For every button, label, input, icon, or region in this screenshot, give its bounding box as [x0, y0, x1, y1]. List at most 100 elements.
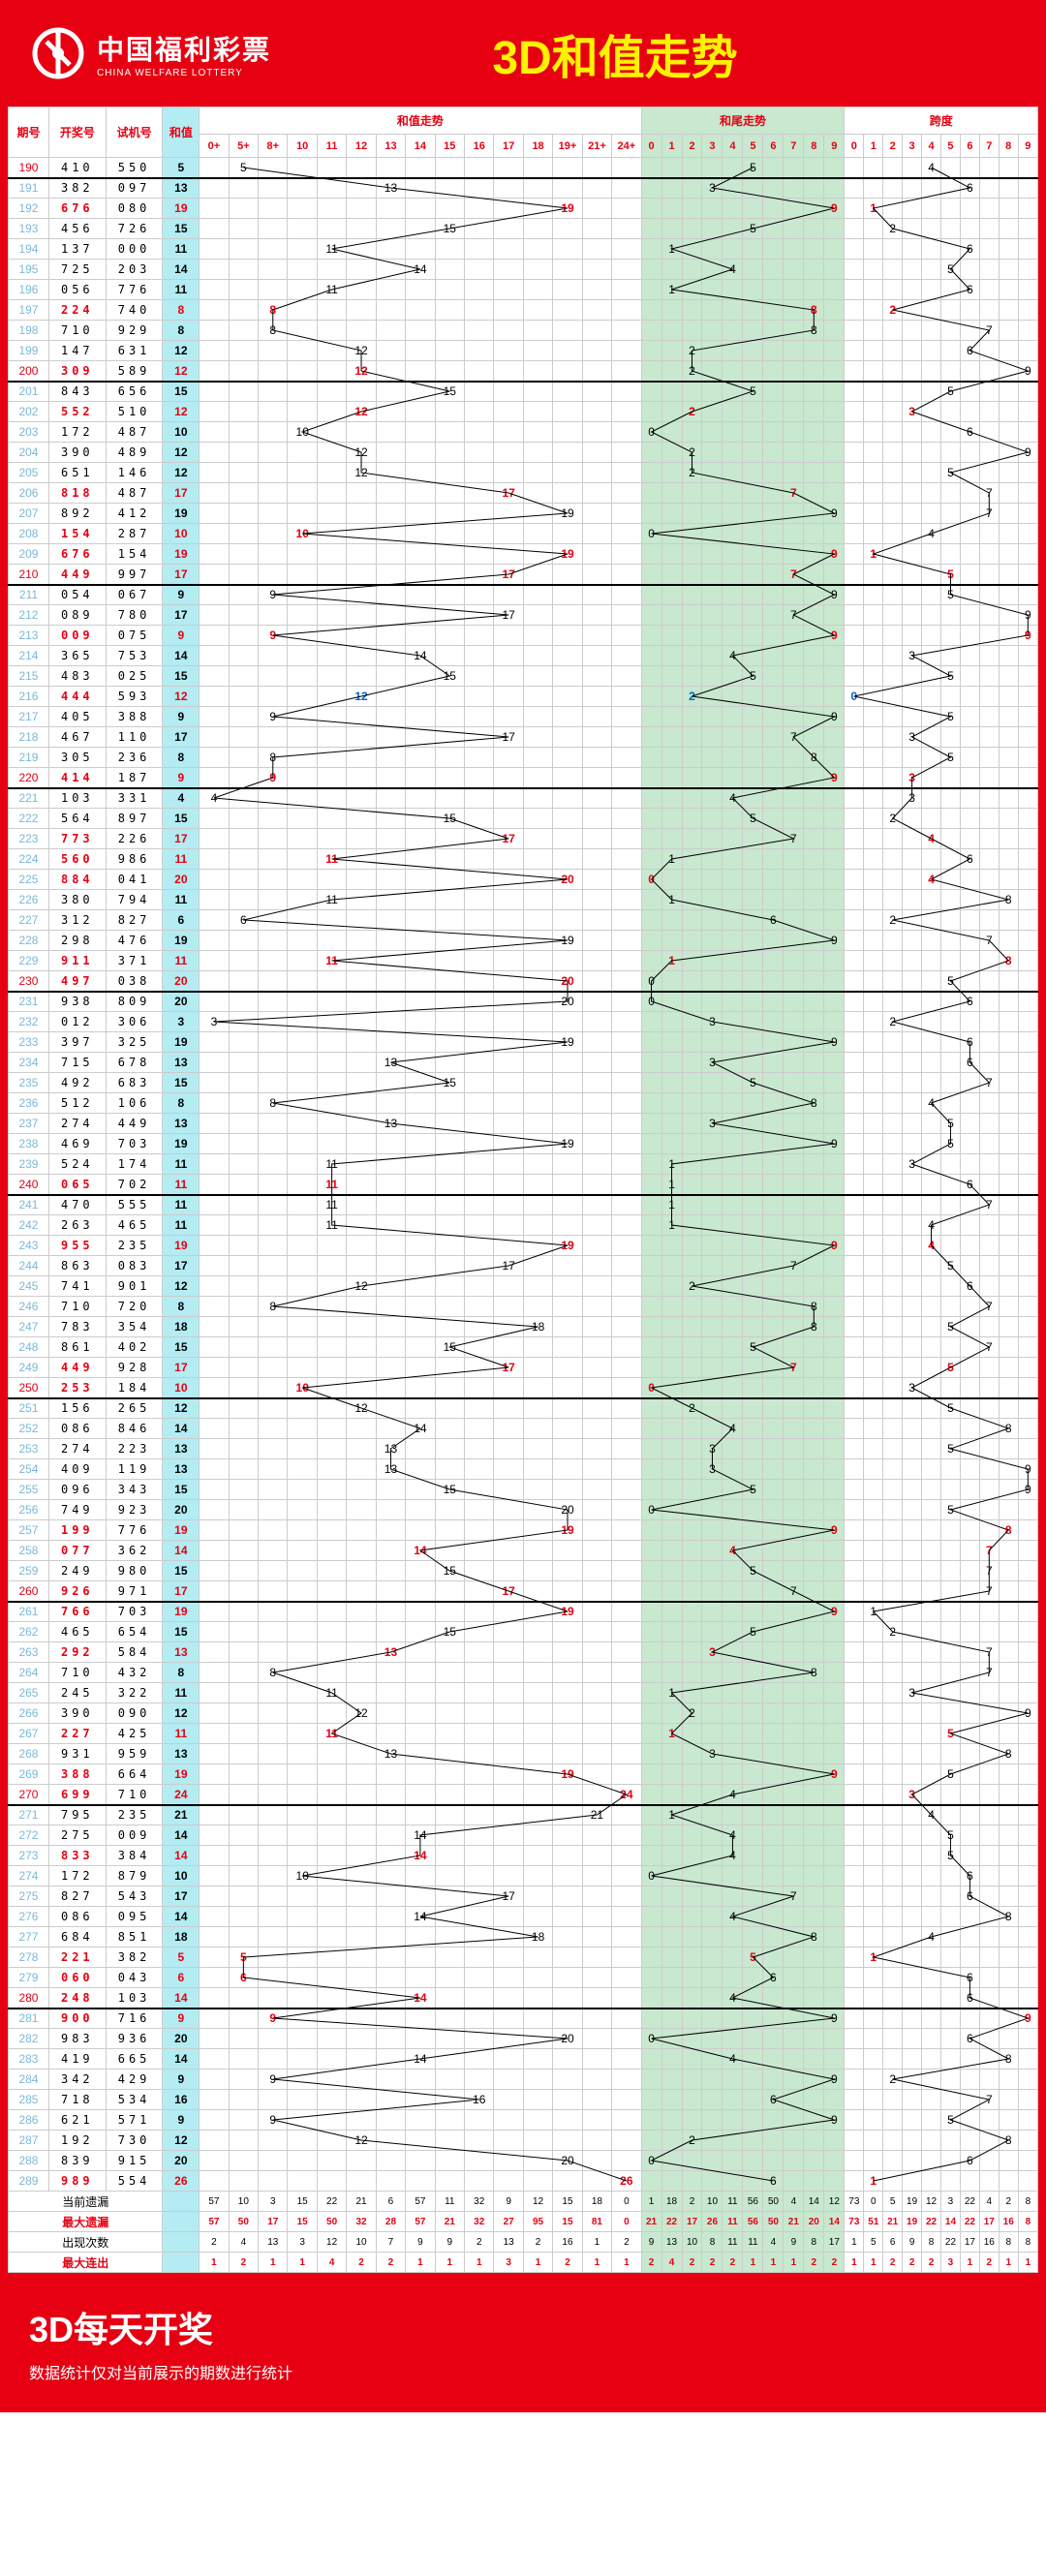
cell-kj: 926 — [48, 1581, 106, 1602]
span-cell — [960, 1703, 979, 1724]
span-cell — [903, 1663, 922, 1683]
tail-cell — [641, 1825, 661, 1846]
span-cell — [1018, 239, 1037, 260]
tail-cell — [723, 239, 743, 260]
trend-cell — [200, 1215, 229, 1236]
trend-cell — [229, 1439, 258, 1459]
trend-cell — [465, 585, 494, 605]
trend-cell — [523, 1398, 552, 1419]
span-cell — [979, 910, 999, 931]
trend-cell — [523, 1459, 552, 1480]
tail-cell: 5 — [743, 666, 763, 687]
trend-cell — [288, 1439, 317, 1459]
cell-kj: 524 — [48, 1154, 106, 1175]
tail-cell — [661, 1378, 682, 1398]
span-cell — [941, 809, 961, 829]
trend-cell — [200, 219, 229, 239]
trend-cell — [465, 341, 494, 361]
trend-cell: 17 — [494, 1886, 523, 1907]
tail-cell — [763, 382, 784, 402]
tail-cell — [723, 585, 743, 605]
tail-sub: 2 — [682, 135, 702, 158]
trend-cell — [553, 1297, 582, 1317]
trend-cell — [612, 1337, 641, 1358]
tail-cell — [661, 178, 682, 199]
stat-cell: 32 — [347, 2212, 376, 2232]
trend-cell — [494, 1012, 523, 1032]
tail-cell — [824, 2029, 845, 2049]
span-cell — [979, 463, 999, 483]
span-cell — [960, 1520, 979, 1541]
trend-cell — [229, 422, 258, 443]
span-cell — [903, 544, 922, 565]
trend-cell — [317, 2029, 346, 2049]
span-cell — [941, 2029, 961, 2049]
tail-cell — [702, 1520, 723, 1541]
span-cell — [883, 1480, 903, 1500]
cell-kj: 060 — [48, 1968, 106, 1988]
tail-cell — [723, 178, 743, 199]
span-cell — [941, 504, 961, 524]
table-row: 277684851181884 — [9, 1927, 1038, 1947]
tail-cell — [743, 1724, 763, 1744]
span-cell — [999, 1154, 1018, 1175]
span-cell — [883, 1907, 903, 1927]
span-cell — [903, 2029, 922, 2049]
span-cell — [845, 1032, 864, 1053]
trend-cell — [347, 931, 376, 951]
trend-cell — [612, 1622, 641, 1642]
span-cell — [864, 1215, 883, 1236]
tail-cell: 6 — [763, 2171, 784, 2192]
cell-hz: 17 — [163, 565, 200, 585]
tail-cell — [723, 2110, 743, 2131]
tail-cell — [824, 524, 845, 544]
trend-cell — [494, 1703, 523, 1724]
span-cell — [864, 1480, 883, 1500]
tail-cell — [763, 1317, 784, 1337]
trend-cell — [288, 910, 317, 931]
table-row: 249449928171775 — [9, 1358, 1038, 1378]
trend-cell — [200, 1520, 229, 1541]
trend-cell — [612, 2090, 641, 2110]
cell-qh: 211 — [9, 585, 49, 605]
tail-cell — [763, 626, 784, 646]
tail-cell — [743, 1134, 763, 1154]
trend-cell — [494, 585, 523, 605]
tail-cell — [824, 971, 845, 992]
span-cell — [999, 1947, 1018, 1968]
span-cell — [845, 1764, 864, 1785]
tail-cell — [682, 1154, 702, 1175]
cell-qh: 227 — [9, 910, 49, 931]
trend-cell — [553, 1886, 582, 1907]
span-cell — [1018, 707, 1037, 727]
table-row: 289989554262661 — [9, 2171, 1038, 2192]
trend-cell — [376, 1175, 405, 1195]
trend-cell — [288, 707, 317, 727]
tail-cell — [661, 1785, 682, 1805]
span-cell — [979, 1683, 999, 1703]
trend-cell — [347, 1317, 376, 1337]
span-cell: 6 — [960, 849, 979, 870]
tail-cell — [661, 1520, 682, 1541]
stat-row: 最大连出12114221113121124222111221122231211 — [9, 2253, 1038, 2273]
trend-cell: 17 — [494, 1358, 523, 1378]
tail-cell — [804, 544, 824, 565]
trend-cell — [553, 2110, 582, 2131]
tail-cell — [641, 463, 661, 483]
trend-cell — [288, 300, 317, 321]
span-cell — [883, 1561, 903, 1581]
stat-cell: 22 — [960, 2192, 979, 2212]
span-cell — [883, 1459, 903, 1480]
tail-cell — [784, 1703, 804, 1724]
tail-cell — [682, 788, 702, 809]
trend-cell — [612, 1358, 641, 1378]
span-cell — [845, 1256, 864, 1276]
tail-cell — [723, 1805, 743, 1825]
tail-cell — [804, 2090, 824, 2110]
span-cell — [845, 1642, 864, 1663]
span-cell — [883, 1520, 903, 1541]
tail-cell — [723, 280, 743, 300]
trend-cell — [259, 1358, 288, 1378]
trend-cell — [288, 1032, 317, 1053]
tail-cell — [702, 2151, 723, 2171]
